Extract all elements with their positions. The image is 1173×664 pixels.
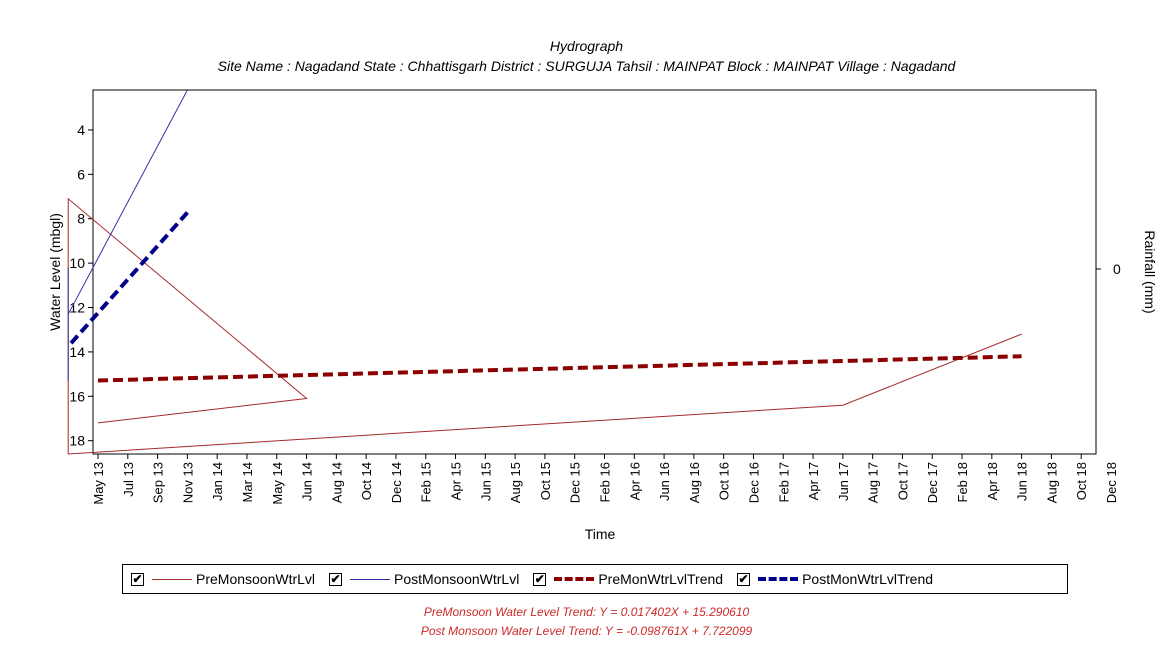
x-tick-label: Dec 17: [925, 462, 940, 503]
x-tick-label: Aug 15: [508, 462, 523, 503]
x-tick-label: May 14: [270, 462, 285, 505]
premonsoon-trend-equation: PreMonsoon Water Level Trend: Y = 0.0174…: [0, 605, 1173, 619]
secondary-y-axis-label: Rainfall (mm): [1142, 230, 1158, 313]
y-tick-label: 6: [77, 166, 85, 182]
legend-swatch-postmonsoon: [350, 579, 390, 580]
y-tick-label: 18: [69, 433, 85, 449]
legend-checkbox-premon-trend[interactable]: ✔: [533, 573, 546, 586]
x-tick-label: Aug 14: [329, 462, 344, 503]
x-tick-label: Oct 16: [717, 462, 732, 500]
x-tick-label: Aug 18: [1044, 462, 1059, 503]
x-tick-label: Dec 16: [746, 462, 761, 503]
secondary-y-tick-label: 0: [1113, 261, 1121, 277]
plot-area: [93, 90, 1096, 454]
x-tick-label: Jun 16: [657, 462, 672, 501]
legend: ✔ PreMonsoonWtrLvl ✔ PostMonsoonWtrLvl ✔…: [122, 564, 1068, 594]
y-tick-label: 14: [69, 344, 85, 360]
x-tick-label: Jun 14: [300, 462, 315, 501]
x-tick-label: Aug 17: [866, 462, 881, 503]
legend-swatch-premon-trend: [554, 577, 594, 581]
x-tick-label: Apr 15: [449, 462, 464, 500]
legend-item-premonsoon: ✔ PreMonsoonWtrLvl: [123, 564, 321, 594]
x-tick-label: Dec 14: [389, 462, 404, 503]
x-tick-label: Dec 18: [1104, 462, 1119, 503]
x-tick-label: Jan 14: [210, 462, 225, 501]
x-tick-label: Apr 18: [985, 462, 1000, 500]
x-axis-label: Time: [585, 526, 616, 542]
legend-checkbox-postmon-trend[interactable]: ✔: [737, 573, 750, 586]
legend-swatch-premonsoon: [152, 579, 192, 580]
x-tick-label: Jun 17: [836, 462, 851, 501]
legend-label-premonsoon: PreMonsoonWtrLvl: [196, 571, 315, 587]
x-tick-label: Nov 13: [180, 462, 195, 503]
x-tick-label: Feb 18: [955, 462, 970, 502]
x-tick-label: Sep 13: [151, 462, 166, 503]
x-tick-label: Dec 15: [568, 462, 583, 503]
x-tick-label: Aug 16: [687, 462, 702, 503]
legend-checkbox-premonsoon[interactable]: ✔: [131, 573, 144, 586]
x-tick-label: May 13: [91, 462, 106, 505]
x-tick-label: Oct 15: [538, 462, 553, 500]
y-tick-label: 16: [69, 388, 85, 404]
y-tick-label: 10: [69, 255, 85, 271]
x-tick-label: Jul 13: [121, 462, 136, 497]
x-tick-label: Apr 16: [627, 462, 642, 500]
legend-label-premon-trend: PreMonWtrLvlTrend: [598, 571, 723, 587]
x-tick-label: Feb 15: [419, 462, 434, 502]
legend-item-postmon-trend: ✔ PostMonWtrLvlTrend: [729, 564, 939, 594]
legend-checkbox-postmonsoon[interactable]: ✔: [329, 573, 342, 586]
x-tick-label: Oct 14: [359, 462, 374, 500]
y-tick-label: 8: [77, 211, 85, 227]
x-tick-label: Apr 17: [806, 462, 821, 500]
legend-item-postmonsoon: ✔ PostMonsoonWtrLvl: [321, 564, 525, 594]
x-tick-label: Jun 15: [478, 462, 493, 501]
x-axis: May 13 Jul 13 Sep 13 Nov 13 Jan 14 Mar 14 May …: [91, 454, 1119, 505]
legend-label-postmon-trend: PostMonWtrLvlTrend: [802, 571, 933, 587]
legend-item-premon-trend: ✔ PreMonWtrLvlTrend: [525, 564, 729, 594]
legend-swatch-postmon-trend: [758, 577, 798, 581]
x-tick-label: Oct 17: [895, 462, 910, 500]
x-tick-label: Feb 17: [776, 462, 791, 502]
y-tick-label: 4: [77, 122, 85, 138]
x-tick-label: Jun 18: [1015, 462, 1030, 501]
x-tick-label: Feb 16: [598, 462, 613, 502]
legend-label-postmonsoon: PostMonsoonWtrLvl: [394, 571, 519, 587]
postmonsoon-trend-equation: Post Monsoon Water Level Trend: Y = -0.0…: [0, 624, 1173, 638]
y-axis-label: Water Level (mbgl): [47, 213, 63, 331]
x-tick-label: Mar 14: [240, 462, 255, 502]
x-tick-label: Oct 18: [1074, 462, 1089, 500]
